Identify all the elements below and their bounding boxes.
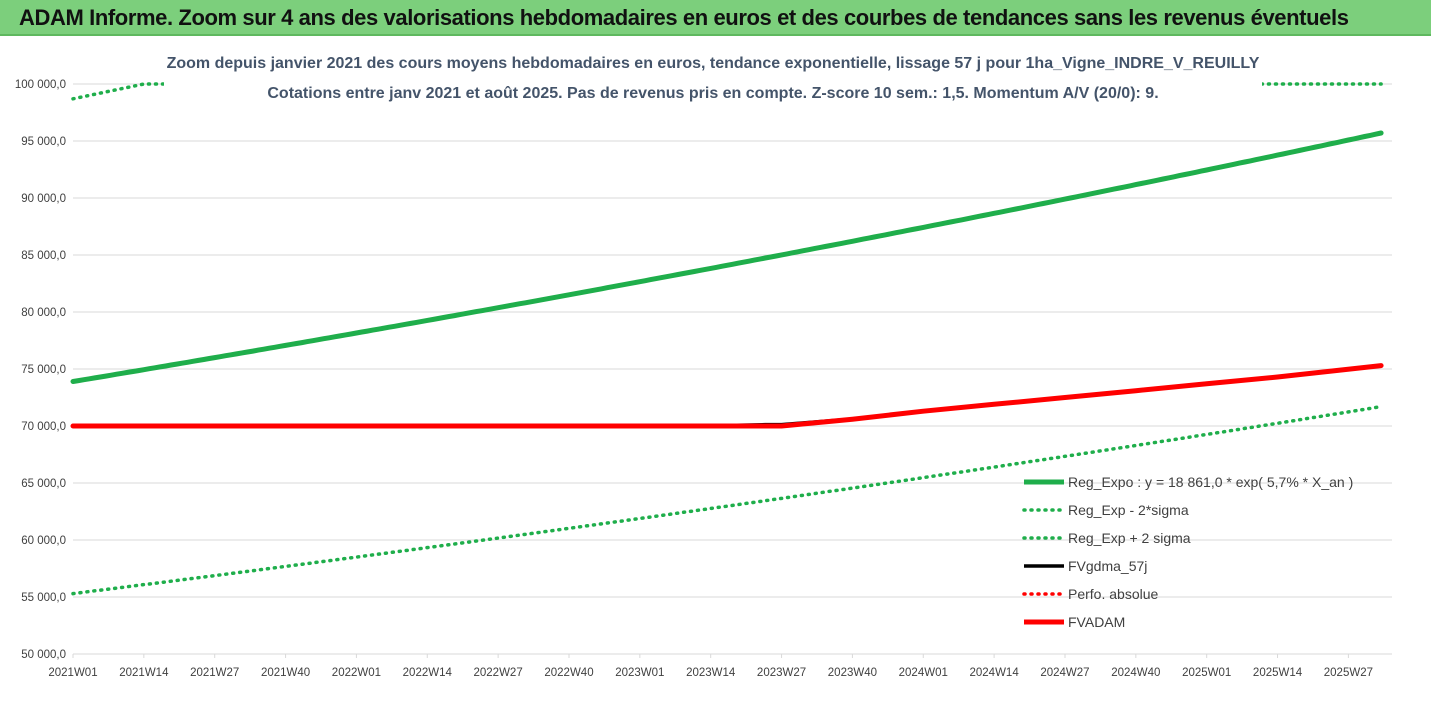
y-tick-label: 90 000,0	[21, 193, 66, 205]
y-tick-label: 95 000,0	[21, 136, 66, 148]
series-line-5	[70, 363, 1384, 429]
y-tick-label: 100 000,0	[15, 79, 66, 91]
report-banner: ADAM Informe. Zoom sur 4 ans des valoris…	[0, 0, 1431, 36]
chart-title-box	[164, 42, 1262, 106]
x-tick-label: 2021W14	[119, 667, 169, 679]
legend: Reg_Expo : y = 18 861,0 * exp( 5,7% * X_…	[1022, 474, 1353, 630]
y-tick-label: 85 000,0	[21, 250, 66, 262]
x-tick-label: 2024W01	[899, 667, 948, 679]
legend-label-3: FVgdma_57j	[1068, 558, 1147, 574]
x-tick-label: 2021W01	[48, 667, 97, 679]
x-tick-label: 2022W01	[332, 667, 381, 679]
report-title: ADAM Informe. Zoom sur 4 ans des valoris…	[19, 5, 1349, 30]
legend-label-0: Reg_Expo : y = 18 861,0 * exp( 5,7% * X_…	[1068, 474, 1353, 490]
x-axis: 2021W01 2021W14 2021W27 2021W40 2022W01 2022W…	[48, 654, 1373, 679]
y-tick-label: 75 000,0	[21, 364, 66, 376]
x-tick-label: 2023W14	[686, 667, 736, 679]
x-tick-label: 2022W14	[403, 667, 453, 679]
x-tick-label: 2022W27	[474, 667, 523, 679]
x-tick-label: 2024W27	[1040, 667, 1089, 679]
x-tick-label: 2023W40	[828, 667, 877, 679]
series-line-1	[71, 404, 1383, 596]
y-tick-label: 55 000,0	[21, 592, 66, 604]
x-tick-label: 2025W27	[1324, 667, 1373, 679]
trend-chart: 50 000,0 55 000,0 60 000,0 65 000,0 70 000,0…	[0, 36, 1431, 720]
y-tick-label: 80 000,0	[21, 307, 66, 319]
legend-label-4: Perfo. absolue	[1068, 586, 1158, 602]
x-tick-label: 2024W40	[1111, 667, 1160, 679]
x-tick-label: 2023W01	[615, 667, 664, 679]
chart-background	[0, 36, 1431, 720]
legend-label-1: Reg_Exp - 2*sigma	[1068, 502, 1189, 518]
y-tick-label: 65 000,0	[21, 478, 66, 490]
x-tick-label: 2024W14	[970, 667, 1020, 679]
x-tick-label: 2021W27	[190, 667, 239, 679]
x-tick-label: 2025W01	[1182, 667, 1231, 679]
y-tick-label: 50 000,0	[21, 649, 66, 661]
y-axis: 50 000,0 55 000,0 60 000,0 65 000,0 70 000,0…	[15, 79, 66, 661]
x-tick-label: 2022W40	[544, 667, 593, 679]
y-tick-label: 60 000,0	[21, 535, 66, 547]
x-tick-label: 2021W40	[261, 667, 310, 679]
chart-title-line-2: Cotations entre janv 2021 et août 2025. …	[267, 85, 1158, 102]
legend-label-5: FVADAM	[1068, 614, 1125, 630]
series-line-0	[70, 130, 1384, 384]
x-tick-label: 2023W27	[757, 667, 806, 679]
legend-label-2: Reg_Exp + 2 sigma	[1068, 530, 1191, 546]
x-tick-label: 2025W14	[1253, 667, 1303, 679]
y-tick-label: 70 000,0	[21, 421, 66, 433]
chart-title-line-1: Zoom depuis janvier 2021 des cours moyen…	[167, 55, 1260, 72]
